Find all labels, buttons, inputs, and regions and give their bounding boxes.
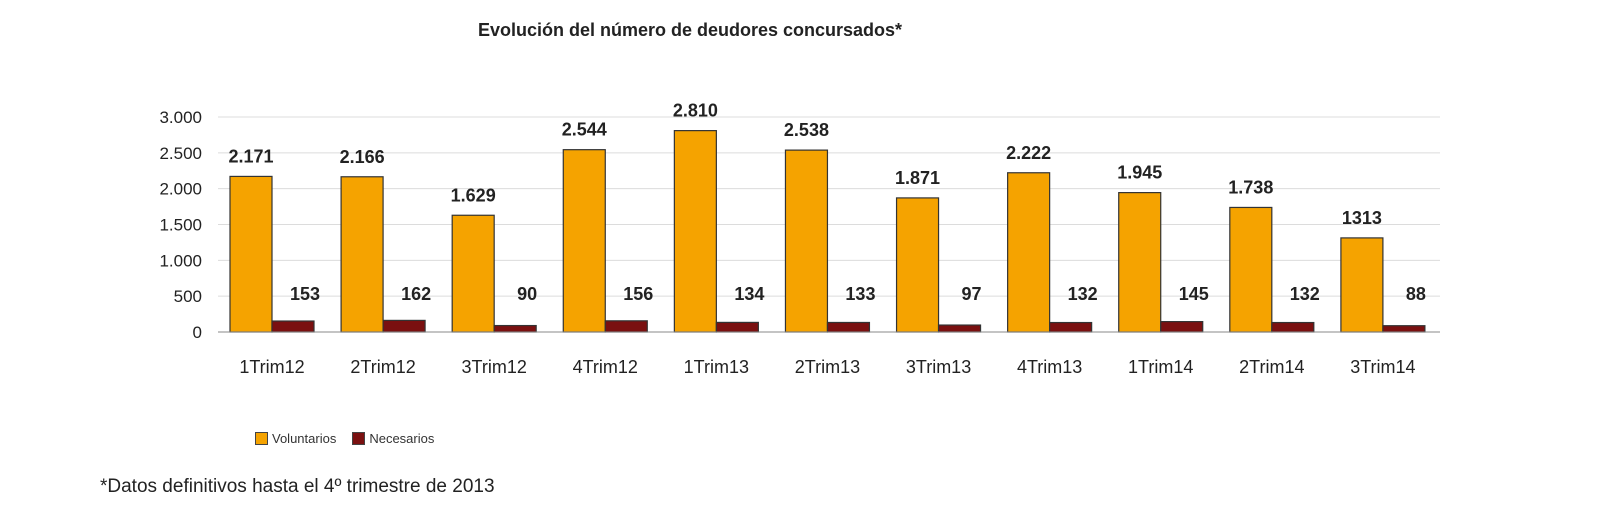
data-label-voluntarios: 2.544 [562,120,607,140]
data-label-voluntarios: 1.629 [451,185,496,205]
data-label-necesarios: 134 [734,284,764,304]
data-label-necesarios: 97 [962,284,982,304]
bar-voluntarios-1Trim13 [673,130,717,333]
bar-voluntarios-3Trim13 [895,197,940,333]
data-label-voluntarios: 2.222 [1006,143,1051,163]
data-labels: 2.171 153 2.166 162 1.629 90 2.544 156 2.810 134 2… [228,101,1425,304]
bar-necesarios-1Trim14 [1160,321,1204,333]
x-tick-label: 4Trim12 [573,357,638,377]
legend: Voluntarios Necesarios [255,431,434,446]
bar-voluntarios-1Trim12 [229,175,273,333]
data-label-voluntarios: 2.171 [228,146,273,166]
bar-necesarios-4Trim13 [1049,321,1093,333]
legend-item-necesarios: Necesarios [352,431,434,446]
x-tick-label: 3Trim13 [906,357,971,377]
data-label-voluntarios: 2.166 [340,147,385,167]
bar-voluntarios-3Trim12 [451,214,495,333]
data-label-necesarios: 153 [290,284,320,304]
bar-voluntarios-3Trim14 [1340,237,1384,333]
y-tick-label: 500 [174,287,202,306]
bar-necesarios-1Trim12 [271,320,315,333]
legend-label-voluntarios: Voluntarios [272,431,337,446]
data-label-voluntarios: 1313 [1342,208,1382,228]
x-tick-label: 1Trim12 [239,357,304,377]
x-tick-label: 1Trim14 [1128,357,1193,377]
legend-swatch-necesarios [352,432,366,445]
data-label-voluntarios: 2.538 [784,120,829,140]
bar-voluntarios-2Trim13 [784,149,829,333]
bar-voluntarios-4Trim12 [562,149,606,333]
data-label-voluntarios: 1.945 [1117,163,1162,183]
bar-necesarios-3Trim14 [1382,325,1426,333]
y-tick-label: 1.000 [159,251,202,270]
data-label-necesarios: 132 [1068,284,1098,304]
x-tick-label: 4Trim13 [1017,357,1082,377]
chart-title: Evolución del número de deudores concurs… [477,20,903,40]
legend-label-necesarios: Necesarios [369,431,435,446]
x-tick-label: 3Trim14 [1350,357,1415,377]
bar-necesarios-2Trim13 [826,321,871,333]
y-tick-label: 2.000 [159,180,202,199]
y-tick-label: 0 [193,323,202,342]
bar-voluntarios-2Trim14 [1229,206,1273,333]
x-tick-label: 3Trim12 [462,357,527,377]
x-axis-ticks: 1Trim12 2Trim12 3Trim12 4Trim12 1Trim13 2Trim… [239,357,1415,377]
data-label-necesarios: 88 [1406,284,1426,304]
footnote: *Datos definitivos hasta el 4º trimestre… [100,476,495,497]
data-label-necesarios: 145 [1179,284,1209,304]
legend-swatch-voluntarios [255,432,268,445]
y-tick-label: 2.500 [159,144,202,163]
bar-necesarios-3Trim13 [937,324,982,333]
y-tick-label: 1.500 [159,216,202,235]
x-tick-label: 1Trim13 [684,357,749,377]
bar-voluntarios-4Trim13 [1007,172,1051,333]
bar-necesarios-1Trim13 [715,321,759,333]
bar-necesarios-2Trim14 [1271,321,1315,333]
data-label-voluntarios: 1.738 [1228,177,1273,197]
y-axis-ticks: 0 500 1.000 1.500 2.000 2.500 3.000 [159,108,202,342]
bar-voluntarios-2Trim12 [340,176,384,333]
legend-item-voluntarios: Voluntarios [255,431,336,446]
bar-voluntarios-1Trim14 [1118,192,1162,333]
bars [229,130,1426,333]
bar-necesarios-4Trim12 [604,320,648,333]
data-label-voluntarios: 1.871 [895,168,940,188]
bar-necesarios-2Trim12 [382,319,426,333]
y-tick-label: 3.000 [159,108,202,127]
data-label-necesarios: 132 [1290,284,1320,304]
x-tick-label: 2Trim14 [1239,357,1304,377]
data-label-necesarios: 133 [845,284,875,304]
data-label-necesarios: 156 [623,284,653,304]
x-tick-label: 2Trim13 [795,357,860,377]
x-tick-label: 2Trim12 [350,357,415,377]
data-label-necesarios: 162 [401,284,431,304]
data-label-voluntarios: 2.810 [673,101,718,121]
bar-necesarios-3Trim12 [493,324,537,333]
data-label-necesarios: 90 [517,284,537,304]
